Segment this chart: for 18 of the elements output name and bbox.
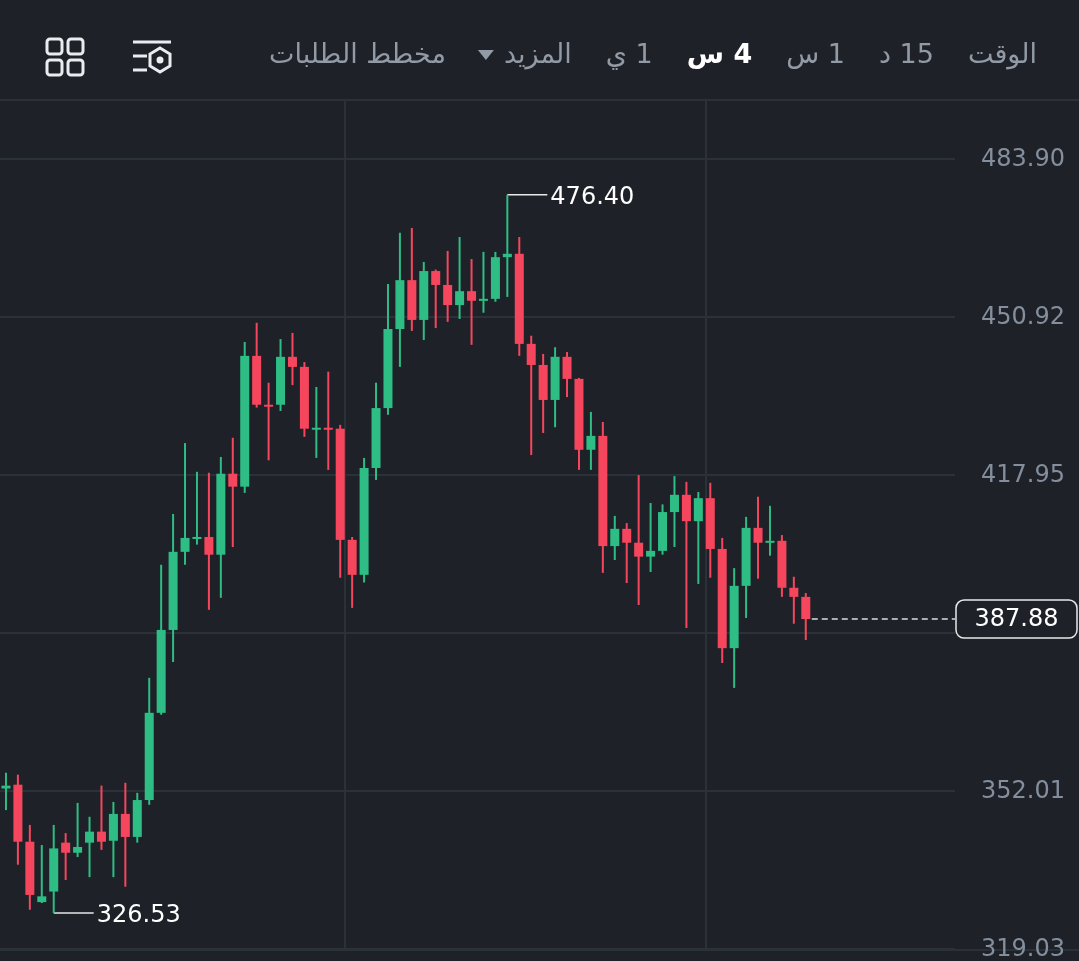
text: الوقت <box>967 37 1037 70</box>
text: المزيد <box>503 37 572 70</box>
text: 15 د <box>878 37 934 69</box>
annotation: 476.40 <box>550 181 635 210</box>
y-tick-label: 352.01 <box>981 775 1065 804</box>
price-label: 387.88 <box>955 599 1078 639</box>
note-low: 326.53 <box>52 899 181 928</box>
y-tick-label: 483.90 <box>981 143 1065 172</box>
text: 1 ي <box>605 37 653 70</box>
text: مخطط الطلبات <box>269 37 446 69</box>
ref-line-label: 387.88 <box>974 604 1059 633</box>
text: 1 س <box>786 37 845 69</box>
y-tick-label: 319.03 <box>981 933 1065 961</box>
text: 4 س <box>686 37 753 69</box>
y-tick-label: 417.95 <box>981 459 1065 488</box>
annotation: 326.53 <box>96 899 181 928</box>
y-tick-label: 450.92 <box>981 301 1065 330</box>
note-high: 476.40 <box>506 181 635 210</box>
